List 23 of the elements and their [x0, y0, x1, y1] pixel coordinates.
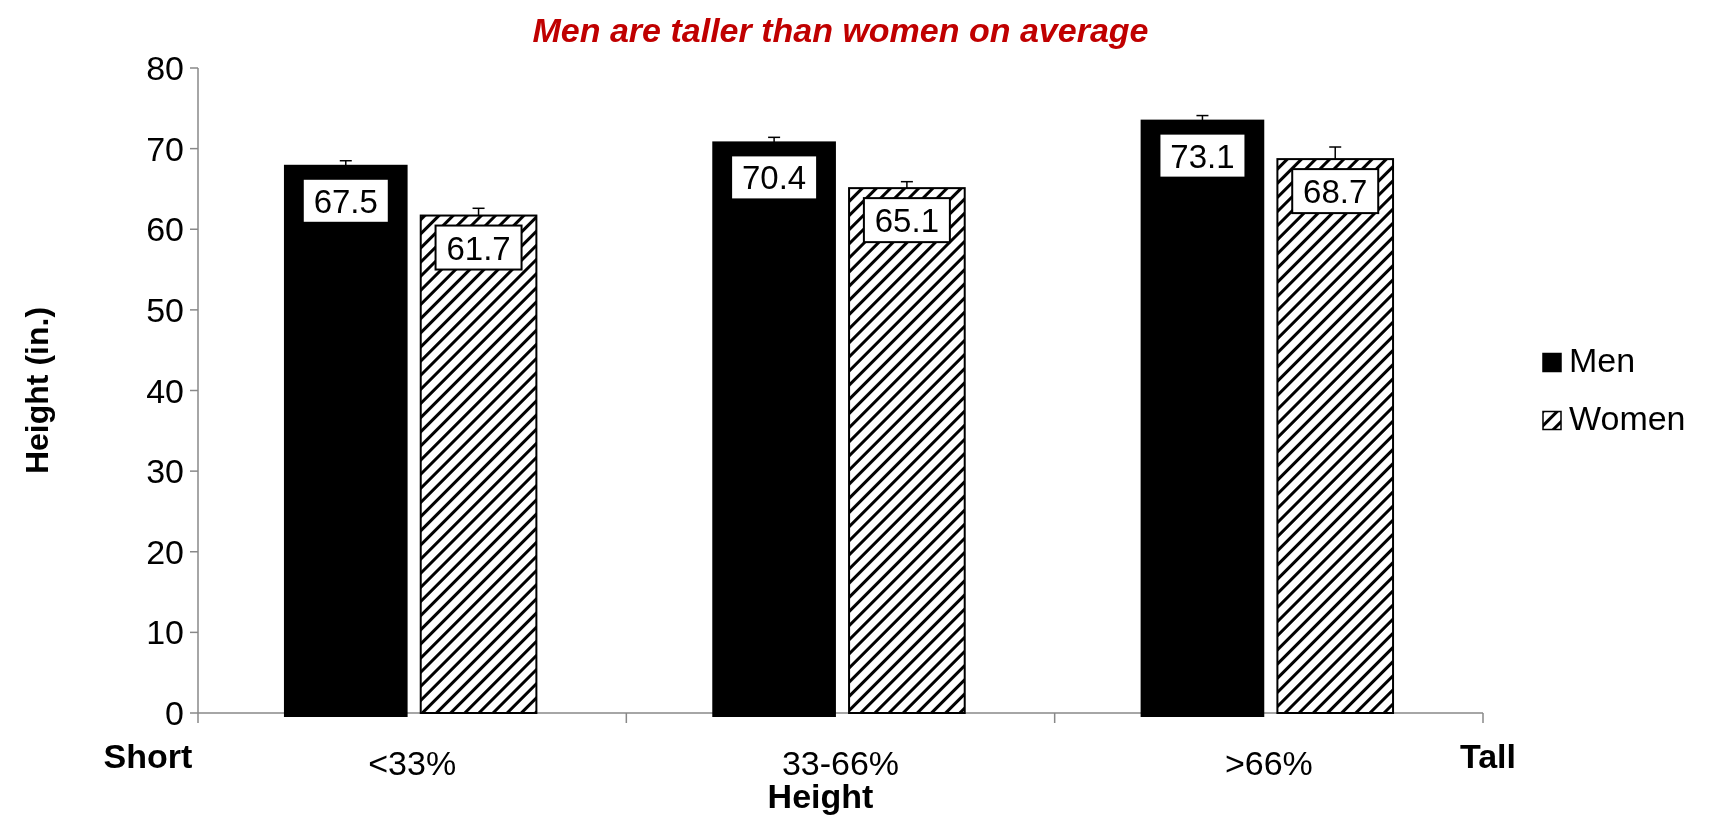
data-label: 73.1	[1170, 137, 1235, 175]
y-tick-label: 30	[146, 452, 184, 491]
y-tick-label: 10	[146, 613, 184, 652]
y-tick-label: 60	[146, 210, 184, 249]
y-axis-title: Height (in.)	[19, 306, 55, 475]
data-label: 70.4	[741, 159, 807, 197]
data-label: 68.7	[1303, 173, 1368, 211]
x-tick-label: >66%	[1224, 744, 1313, 782]
y-tick-label: 40	[146, 371, 184, 410]
y-tick-label: 20	[146, 532, 184, 571]
legend-label: Men	[1569, 340, 1636, 379]
y-tick-label: 0	[165, 694, 184, 732]
text: Tall	[1459, 737, 1517, 775]
y-tick-label: 70	[146, 129, 184, 168]
data-label: 67.5	[313, 182, 378, 220]
x-tick-label: <33%	[368, 744, 457, 782]
text: Short	[103, 737, 193, 775]
legend-label: Women	[1569, 398, 1686, 437]
data-label: 61.7	[446, 229, 511, 267]
data-label: 65.1	[874, 202, 940, 240]
y-tick-label: 50	[146, 290, 184, 329]
chart-title: Men are taller than women on average	[532, 11, 1149, 49]
y-tick-label: 80	[146, 49, 184, 87]
